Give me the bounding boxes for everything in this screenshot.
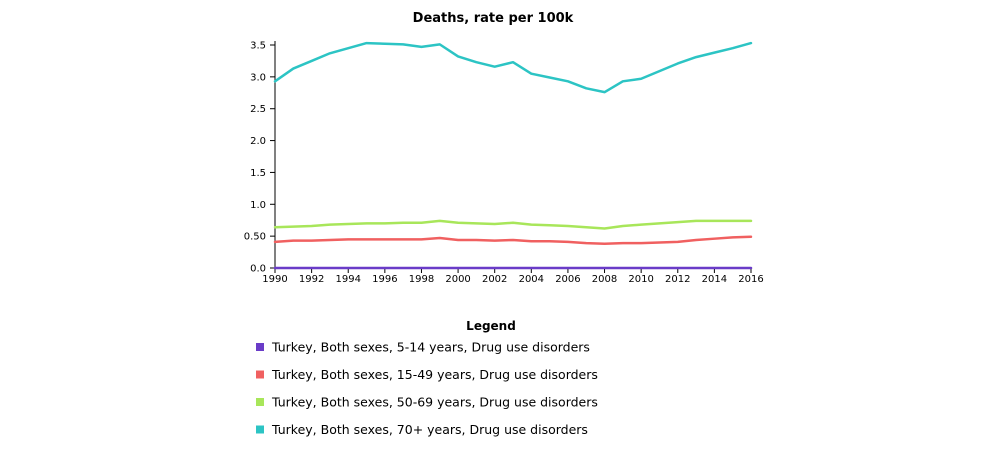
legend: Turkey, Both sexes, 5-14 years, Drug use… (256, 340, 598, 437)
y-tick-label: 1.0 (250, 200, 266, 211)
series-lines (273, 41, 753, 270)
legend-label: Turkey, Both sexes, 15-49 years, Drug us… (271, 367, 598, 382)
x-tick-label: 2006 (555, 274, 580, 285)
x-tick-label: 1996 (372, 274, 397, 285)
series-line-2 (273, 219, 753, 230)
x-tick-label: 2016 (738, 274, 763, 285)
x-tick-label: 2010 (628, 274, 653, 285)
y-tick-label: 0.0 (250, 264, 266, 275)
legend-title: Legend (466, 319, 516, 333)
y-tick-label: 1.5 (250, 168, 266, 179)
y-tick-label: 2.0 (250, 136, 266, 147)
legend-label: Turkey, Both sexes, 50-69 years, Drug us… (271, 395, 598, 410)
x-tick-label: 2012 (665, 274, 690, 285)
y-tick-label: 3.5 (250, 41, 266, 52)
x-tick-label: 1998 (409, 274, 434, 285)
y-tick-label: 3.0 (250, 72, 266, 83)
y-tick-label: 2.5 (250, 104, 266, 115)
x-tick-label: 2008 (592, 274, 617, 285)
x-tick-label: 2004 (519, 274, 544, 285)
x-tick-label: 2000 (445, 274, 470, 285)
legend-swatch (256, 425, 264, 434)
legend-swatch (256, 398, 264, 406)
x-axis: 1990 1992 1994 1996 1998 2000 2002 2004 2006 2008… (262, 267, 764, 285)
x-tick-label: 1994 (336, 274, 361, 285)
chart-title: Deaths, rate per 100k (413, 11, 574, 26)
legend-label: Turkey, Both sexes, 5-14 years, Drug use… (271, 340, 590, 355)
y-tick-label: 0.50 (244, 232, 266, 243)
x-tick-label: 1990 (262, 274, 287, 285)
legend-swatch (256, 343, 264, 351)
x-tick-label: 2002 (482, 274, 507, 285)
legend-label: Turkey, Both sexes, 70+ years, Drug use … (271, 422, 588, 437)
legend-swatch (256, 370, 264, 379)
y-axis: 0.0 0.50 1.0 1.5 2.0 2.5 3.0 3.5 (244, 41, 276, 275)
x-tick-label: 2014 (702, 274, 727, 285)
x-tick-label: 1992 (299, 274, 324, 285)
series-line-3 (273, 41, 753, 94)
series-line-1 (273, 235, 753, 246)
